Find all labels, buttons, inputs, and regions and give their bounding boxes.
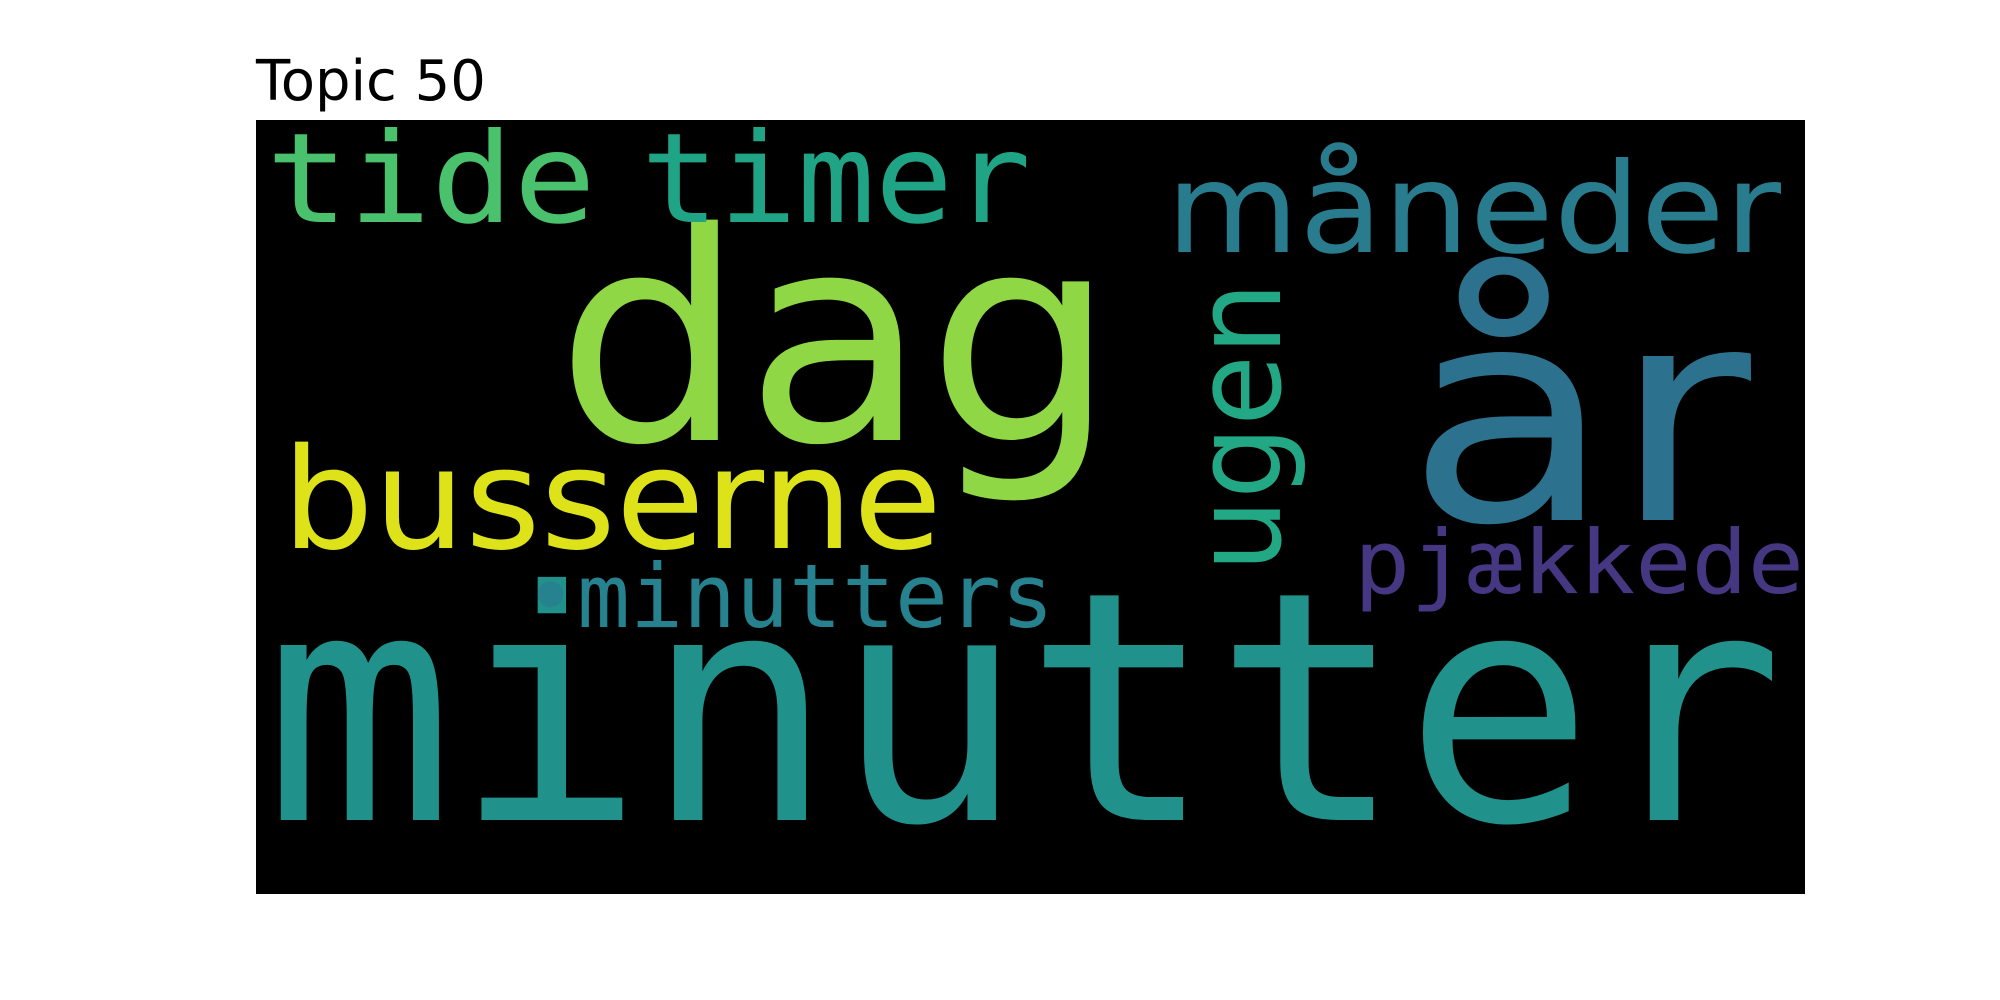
word-pjaekkede: pjækkede bbox=[1354, 511, 1804, 614]
word-ugen: ugen bbox=[1170, 282, 1309, 572]
word-timer: timer bbox=[641, 120, 1031, 252]
word-tide: tide bbox=[266, 120, 596, 252]
word-cloud: minutter dag år busserne tide timer måne… bbox=[256, 120, 1805, 894]
word-dag: dag bbox=[556, 172, 1116, 509]
word-minutters: •minutters bbox=[524, 545, 1054, 648]
word-maneder: måneder bbox=[1166, 137, 1782, 282]
word-ar: år bbox=[1406, 242, 1755, 591]
word-busserne: busserne bbox=[282, 419, 942, 582]
chart-title: Topic 50 bbox=[256, 49, 486, 114]
word-minutter: minutter bbox=[264, 524, 1784, 894]
